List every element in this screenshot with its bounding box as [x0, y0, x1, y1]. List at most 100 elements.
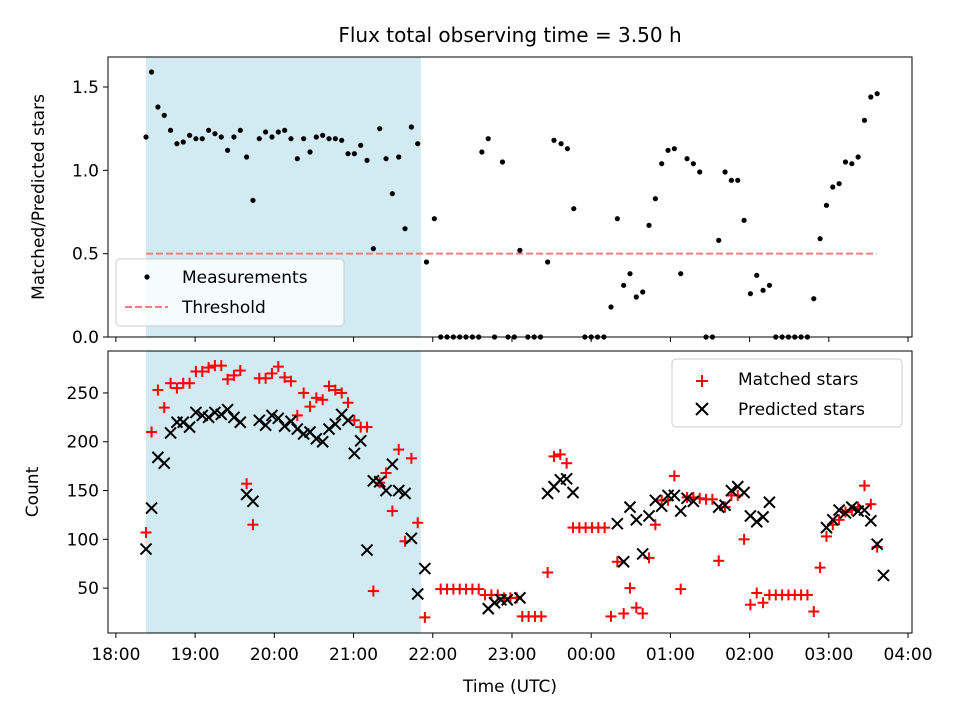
predicted-point: [642, 509, 656, 523]
predicted-point-b: [392, 484, 405, 497]
predicted-point-b: [636, 547, 649, 561]
predicted-point: [183, 420, 196, 434]
top-ytick-label: 0.0: [72, 328, 99, 348]
predicted-point-b: [259, 418, 272, 432]
x-axis-label: Time (UTC): [462, 677, 557, 697]
bottom-legend-box: [671, 358, 903, 428]
predicted-point: [870, 537, 884, 551]
measurement-point: [320, 132, 326, 138]
predicted-point-b: [335, 408, 348, 421]
bottom-xtick-label: 01:00: [646, 645, 695, 665]
matched-point: [833, 514, 845, 526]
predicted-point-b: [151, 451, 165, 464]
bottom-x-ticks: 18:00 19:00 20:00 21:00 22:00 23:00 00:00 01:00…: [91, 633, 933, 665]
measurement-point: [237, 127, 243, 133]
predicted-point: [718, 498, 732, 512]
measurement-point: [868, 94, 874, 100]
measurement-point: [760, 287, 766, 293]
bottom-ytick-label: 50: [77, 579, 99, 599]
measurement-point: [627, 271, 633, 277]
measurement-point: [861, 117, 868, 123]
matched-point: [744, 599, 756, 611]
predicted-point-b: [737, 486, 751, 499]
measurement-point: [180, 139, 186, 145]
measurement-point: [275, 129, 281, 135]
legend-matched-label: Matched stars: [738, 370, 858, 390]
bottom-xtick-label: 02:00: [725, 645, 774, 665]
measurement-point: [205, 127, 212, 133]
predicted-point-b: [744, 509, 757, 523]
matched-point: [196, 365, 208, 377]
measurement-point: [551, 137, 557, 143]
bottom-xtick-label: 22:00: [408, 645, 457, 665]
bottom-ytick-label: 150: [67, 482, 99, 502]
measurement-point: [817, 236, 823, 242]
measurement-point: [678, 271, 684, 277]
predicted-point: [636, 547, 649, 561]
predicted-point: [234, 416, 247, 429]
measurement-point: [415, 141, 421, 147]
predicted-point-b: [763, 496, 776, 509]
bottom-panel: 50 100 150 200 250 18:00 19:00 20:00 21:00 22:00…: [23, 350, 933, 697]
measurement-point: [167, 127, 174, 133]
top-panel: 0.0 0.5 1.0 1.5 Matched/Predicted stars Mea…: [29, 56, 913, 348]
matched-point: [222, 373, 234, 385]
predicted-point: [674, 504, 687, 518]
measurement-point: [282, 127, 288, 133]
measurement-point: [716, 237, 722, 243]
predicted-point-b: [566, 486, 580, 499]
matched-star-points: [140, 360, 883, 623]
top-x-ticks: [115, 337, 909, 342]
matched-point: [611, 556, 623, 568]
predicted-point-b: [877, 569, 890, 582]
bottom-xtick-label: 04:00: [884, 645, 933, 665]
matched-point: [535, 610, 547, 622]
measurement-point: [383, 156, 389, 162]
measurement-point: [174, 141, 180, 147]
matched-point: [291, 409, 303, 421]
matched-point: [184, 377, 196, 389]
bottom-shaded-span: [146, 351, 421, 633]
measurement-point: [431, 216, 437, 222]
predicted-point-b: [164, 426, 177, 440]
predicted-point: [272, 412, 285, 425]
measurement-point: [161, 112, 167, 118]
matched-point: [215, 360, 227, 372]
predicted-point: [845, 500, 859, 514]
predicted-point: [291, 422, 304, 436]
top-axes-frame: [107, 56, 913, 338]
matched-point: [380, 467, 392, 479]
matched-point: [361, 421, 373, 433]
predicted-point-b: [272, 412, 285, 425]
matched-point: [605, 610, 617, 622]
predicted-point: [278, 419, 291, 433]
predicted-point: [750, 515, 763, 528]
bottom-ytick-label: 200: [67, 433, 99, 453]
measurement-point: [155, 104, 161, 110]
predicted-point-b: [284, 415, 298, 428]
predicted-point-b: [617, 555, 630, 568]
predicted-point-b: [196, 409, 209, 422]
matched-point: [637, 607, 649, 619]
predicted-point-b: [278, 419, 291, 433]
predicted-point: [373, 475, 386, 488]
predicted-point: [398, 487, 412, 500]
measurement-point: [849, 161, 855, 167]
predicted-point-b: [611, 517, 624, 530]
predicted-point-b: [379, 484, 393, 497]
measurement-point: [697, 169, 703, 175]
matched-point: [738, 533, 750, 545]
predicted-point-b: [501, 593, 514, 607]
measurement-point: [345, 151, 351, 157]
matched-point: [386, 505, 398, 517]
predicted-point-b: [329, 417, 342, 431]
predicted-point: [680, 492, 694, 505]
measurement-point: [855, 154, 861, 160]
top-y-ticks: 0.0 0.5 1.0 1.5: [72, 78, 108, 348]
predicted-point: [513, 591, 527, 605]
matched-point: [713, 555, 725, 567]
predicted-point-b: [303, 425, 317, 439]
predicted-point-b: [845, 500, 859, 514]
measurement-point: [823, 202, 830, 208]
measurement-point: [396, 154, 402, 160]
